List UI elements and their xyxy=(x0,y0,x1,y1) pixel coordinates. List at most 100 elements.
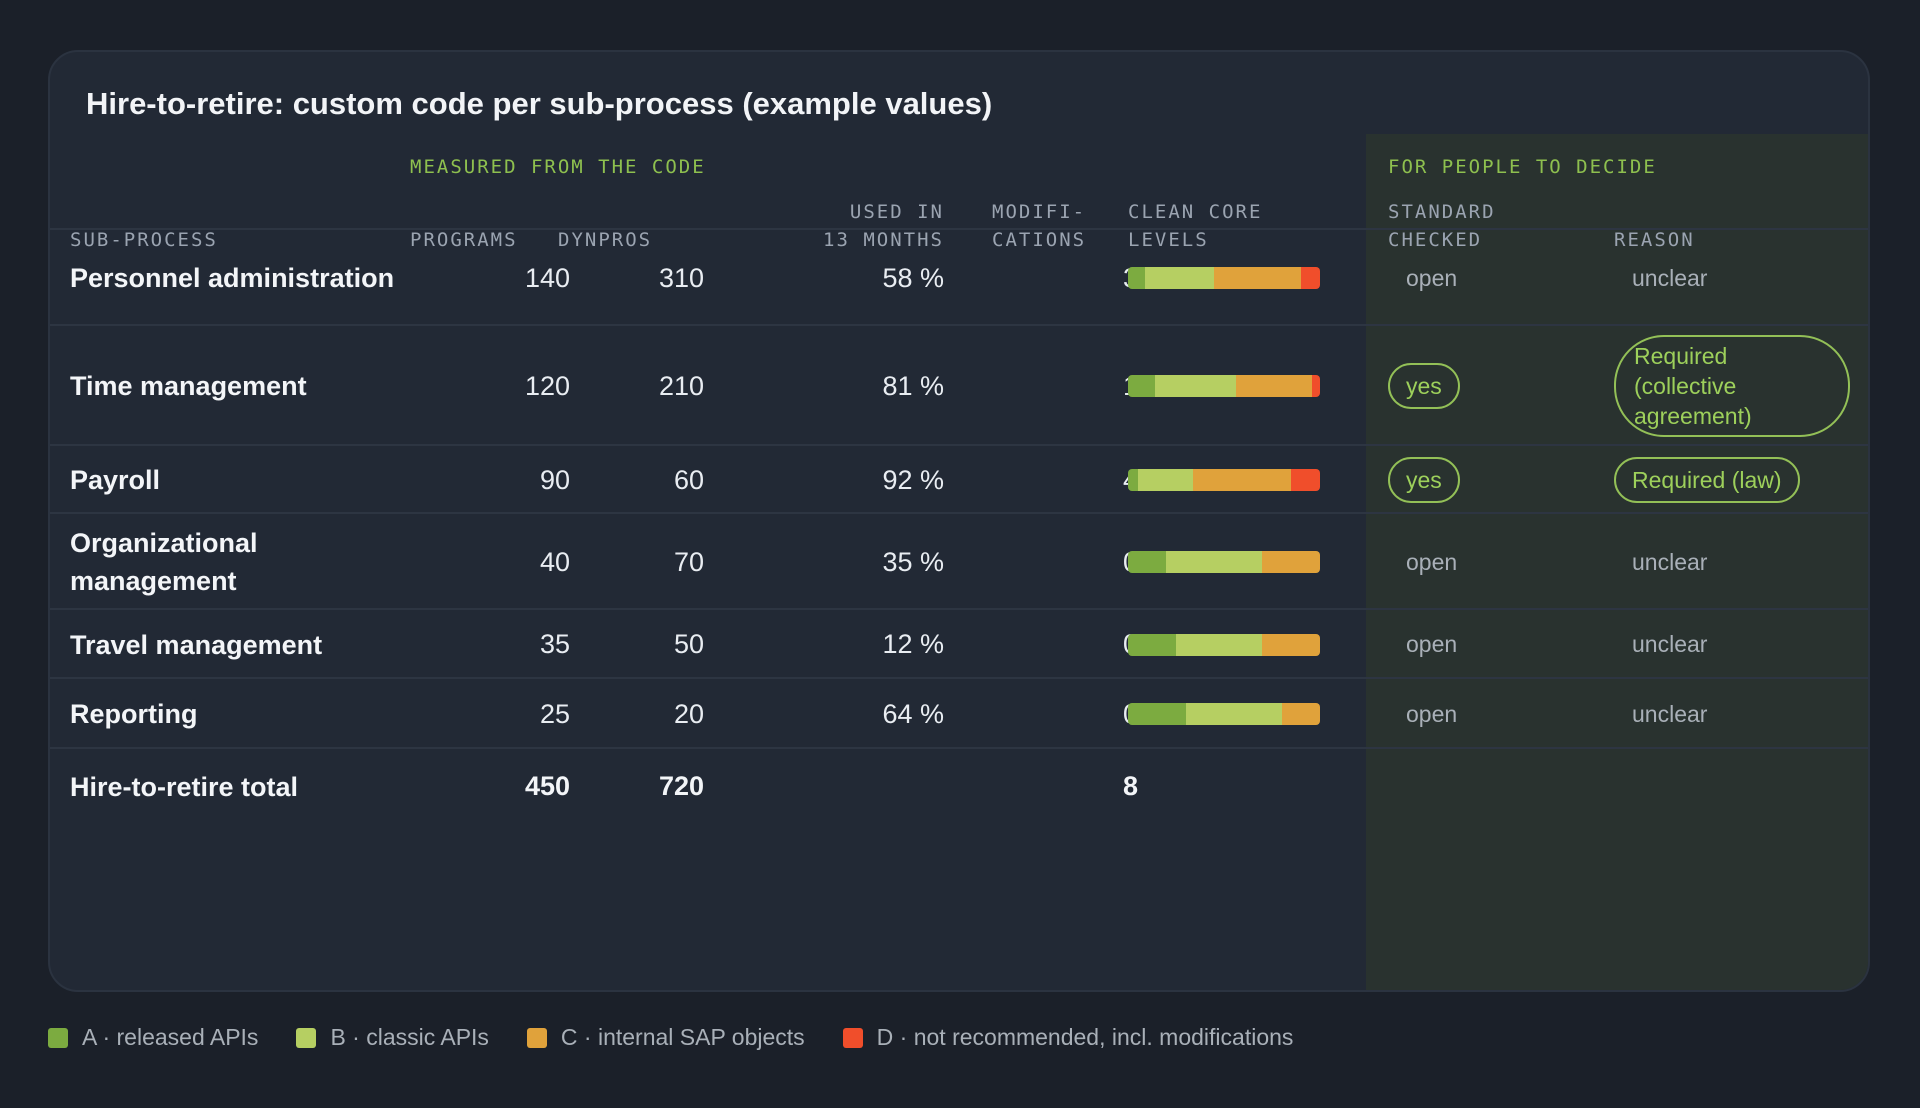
table-row: Payroll 90 60 92 %4 yes Required (law) xyxy=(50,444,1868,514)
used-value: 81 % xyxy=(882,370,944,401)
modifications-value: 3 xyxy=(950,230,1138,326)
used-value: 64 % xyxy=(882,698,944,729)
reason-value: unclear xyxy=(1632,548,1708,575)
clean-core-level-bar xyxy=(1128,469,1320,491)
legend-swatch xyxy=(842,1027,863,1048)
clean-core-level-bar xyxy=(1128,551,1320,573)
legend-item-a: A · released APIs xyxy=(48,1024,258,1051)
legend-swatch xyxy=(296,1027,317,1048)
table-row: Organizational management 40 70 35 %0 open un… xyxy=(50,512,1868,610)
subprocess-name: Personnel administration xyxy=(70,263,395,293)
col-header-modifications: MODIFI- CATIONS xyxy=(992,198,1086,254)
col-header-programs: PROGRAMS xyxy=(410,229,518,251)
standard-checked-value: open xyxy=(1406,264,1458,291)
standard-checked-cell: yes xyxy=(1388,326,1588,446)
col-header-reason: REASON xyxy=(1614,229,1695,251)
legend-swatch xyxy=(48,1027,68,1048)
reason-cell: unclear xyxy=(1614,610,1864,679)
level-segment-a xyxy=(1128,267,1146,289)
level-segment-d xyxy=(1300,267,1320,289)
table-total-row: Hire-to-retire total 450 720 8 xyxy=(50,747,1868,824)
clean-core-level-cell xyxy=(1128,446,1320,514)
standard-checked-cell: open xyxy=(1388,230,1588,326)
col-header-mods-line2: CATIONS xyxy=(992,229,1087,251)
level-segment-a xyxy=(1128,375,1155,397)
col-header-levels-line2: LEVELS xyxy=(1128,229,1209,251)
subprocess-table-card: Hire-to-retire: custom code per sub-proc… xyxy=(48,50,1870,992)
level-segment-b xyxy=(1137,469,1194,491)
subprocess-name: Reporting xyxy=(70,699,198,729)
reason-value: unclear xyxy=(1632,264,1708,291)
level-segment-b xyxy=(1176,633,1263,656)
legend-item-b: B · classic APIs xyxy=(296,1024,489,1051)
used-value: 12 % xyxy=(882,629,944,659)
clean-core-level-bar xyxy=(1128,703,1320,725)
legend-label: D · not recommended, incl. modifications xyxy=(876,1024,1294,1050)
modifications-value: 0 xyxy=(950,610,1138,679)
modifications-value: 0 xyxy=(950,679,1138,749)
reason-value: Required (collective agreement) xyxy=(1614,335,1850,437)
clean-core-level-cell xyxy=(1128,230,1320,326)
reason-cell: Required (law) xyxy=(1614,446,1864,514)
subprocess-name: Organizational management xyxy=(70,528,258,596)
legend-label: A · released APIs xyxy=(82,1024,259,1050)
table-row: Travel management 35 50 12 %0 open unclear xyxy=(50,608,1868,679)
total-dynpros: 720 xyxy=(658,771,704,801)
dynpros-value: 310 xyxy=(658,262,704,293)
reason-value: unclear xyxy=(1632,631,1708,657)
level-segment-b xyxy=(1166,551,1263,573)
programs-value: 40 xyxy=(539,546,570,577)
programs-value: 35 xyxy=(539,629,570,659)
programs-value: 140 xyxy=(524,262,570,293)
level-segment-a xyxy=(1128,633,1176,656)
modifications-value: 4 xyxy=(950,446,1138,514)
table-row: Personnel administration 140 310 58 %3 open u… xyxy=(50,228,1868,326)
col-header-subprocess: SUB-PROCESS xyxy=(70,229,218,251)
programs-value: 25 xyxy=(539,698,570,729)
standard-checked-cell: open xyxy=(1388,514,1588,610)
subprocess-name: Travel management xyxy=(70,629,323,660)
programs-value: 120 xyxy=(524,370,570,401)
level-segment-c xyxy=(1262,551,1320,573)
col-header-levels-line1: CLEAN CORE xyxy=(1128,201,1263,223)
col-header-used: USED IN 13 MONTHS xyxy=(770,198,944,254)
legend: A · released APIs B · classic APIs C · int… xyxy=(48,1024,1331,1051)
total-programs: 450 xyxy=(524,771,570,801)
clean-core-level-cell xyxy=(1128,610,1320,679)
programs-value: 90 xyxy=(539,464,570,495)
decide-panel xyxy=(1366,134,1868,990)
clean-core-level-cell xyxy=(1128,679,1320,749)
legend-item-c: C · internal SAP objects xyxy=(526,1024,805,1051)
standard-checked-value: open xyxy=(1406,631,1458,657)
level-segment-d xyxy=(1312,375,1320,397)
reason-value: Required (law) xyxy=(1614,457,1800,503)
dynpros-value: 20 xyxy=(673,698,704,729)
modifications-value: 0 xyxy=(950,514,1138,610)
reason-value: unclear xyxy=(1632,700,1708,727)
standard-checked-value: open xyxy=(1406,548,1458,575)
reason-cell: unclear xyxy=(1614,514,1864,610)
clean-core-level-bar xyxy=(1128,375,1320,397)
dynpros-value: 50 xyxy=(673,629,704,659)
level-segment-c xyxy=(1214,267,1301,289)
total-name: Hire-to-retire total xyxy=(70,771,299,802)
reason-cell: Required (collective agreement) xyxy=(1614,326,1864,446)
level-segment-c xyxy=(1262,633,1320,656)
standard-checked-cell: open xyxy=(1388,610,1588,679)
standard-checked-cell: yes xyxy=(1388,446,1588,514)
reason-cell: unclear xyxy=(1614,230,1864,326)
col-header-dynpros: DYNPROS xyxy=(558,229,653,251)
level-segment-c xyxy=(1281,703,1320,725)
col-header-mods-line1: MODIFI- xyxy=(992,201,1087,223)
subprocess-name: Time management xyxy=(70,371,307,401)
legend-swatch xyxy=(526,1027,547,1048)
col-header-checked: STANDARD CHECKED xyxy=(1388,198,1496,254)
used-value: 35 % xyxy=(882,546,944,577)
clean-core-level-bar xyxy=(1128,267,1320,289)
level-segment-c xyxy=(1235,375,1313,397)
col-header-used-line1: USED IN xyxy=(849,201,944,223)
dynpros-value: 60 xyxy=(673,464,704,495)
modifications-value: 1 xyxy=(950,326,1138,446)
dynpros-value: 210 xyxy=(658,370,704,401)
table-row: Reporting 25 20 64 %0 open unclear xyxy=(50,677,1868,749)
